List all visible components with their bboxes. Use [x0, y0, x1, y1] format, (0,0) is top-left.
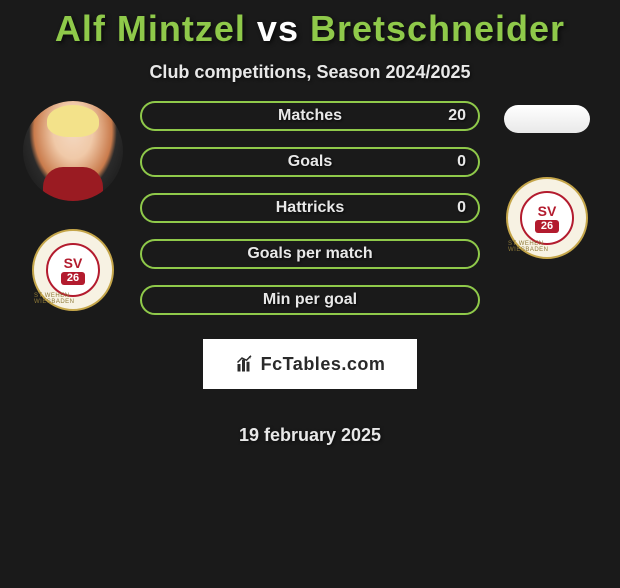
crest-inner: SV 26	[520, 191, 574, 245]
player2-club-crest: SV 26 ST WEHEN WIESBADEN	[506, 177, 588, 259]
crest-inner: SV 26	[46, 243, 100, 297]
stat-label: Hattricks	[276, 199, 344, 217]
crest-text-num: 26	[61, 272, 85, 285]
stat-row-min-per-goal: Min per goal	[140, 285, 480, 315]
stat-row-goals: Goals 0	[140, 147, 480, 177]
stat-right-value: 20	[448, 107, 466, 125]
crest-text-top: SV	[64, 256, 83, 270]
player1-name: Alf Mintzel	[55, 8, 246, 49]
stat-label: Goals	[288, 153, 332, 171]
stat-row-goals-per-match: Goals per match	[140, 239, 480, 269]
crest-text-num: 26	[535, 220, 559, 233]
stat-label: Matches	[278, 107, 342, 125]
stat-right-value: 0	[457, 153, 466, 171]
bar-chart-icon	[235, 355, 255, 373]
vs-label: vs	[257, 8, 299, 49]
player2-name: Bretschneider	[310, 8, 565, 49]
subtitle: Club competitions, Season 2024/2025	[0, 62, 620, 83]
player1-column: SV 26 ST WEHEN WIESBADEN	[18, 101, 128, 311]
stat-right-value: 0	[457, 199, 466, 217]
source-logo-box: FcTables.com	[203, 339, 417, 389]
player1-avatar	[23, 101, 123, 201]
stat-label: Goals per match	[247, 245, 372, 263]
page-title: Alf Mintzel vs Bretschneider	[0, 8, 620, 50]
comparison-row: SV 26 ST WEHEN WIESBADEN Matches 20 Goal…	[0, 101, 620, 446]
stat-row-matches: Matches 20	[140, 101, 480, 131]
crest-ring-text: ST WEHEN WIESBADEN	[34, 293, 112, 305]
crest-ring-text: ST WEHEN WIESBADEN	[508, 241, 586, 253]
player1-club-crest: SV 26 ST WEHEN WIESBADEN	[32, 229, 114, 311]
stat-label: Min per goal	[263, 291, 357, 309]
stats-column: Matches 20 Goals 0 Hattricks 0 Goals per…	[140, 101, 480, 446]
player2-column: SV 26 ST WEHEN WIESBADEN	[492, 101, 602, 259]
player2-avatar-placeholder	[504, 105, 590, 133]
stat-row-hattricks: Hattricks 0	[140, 193, 480, 223]
source-logo-text: FcTables.com	[261, 354, 386, 375]
date-text: 19 february 2025	[140, 425, 480, 446]
crest-text-top: SV	[538, 204, 557, 218]
